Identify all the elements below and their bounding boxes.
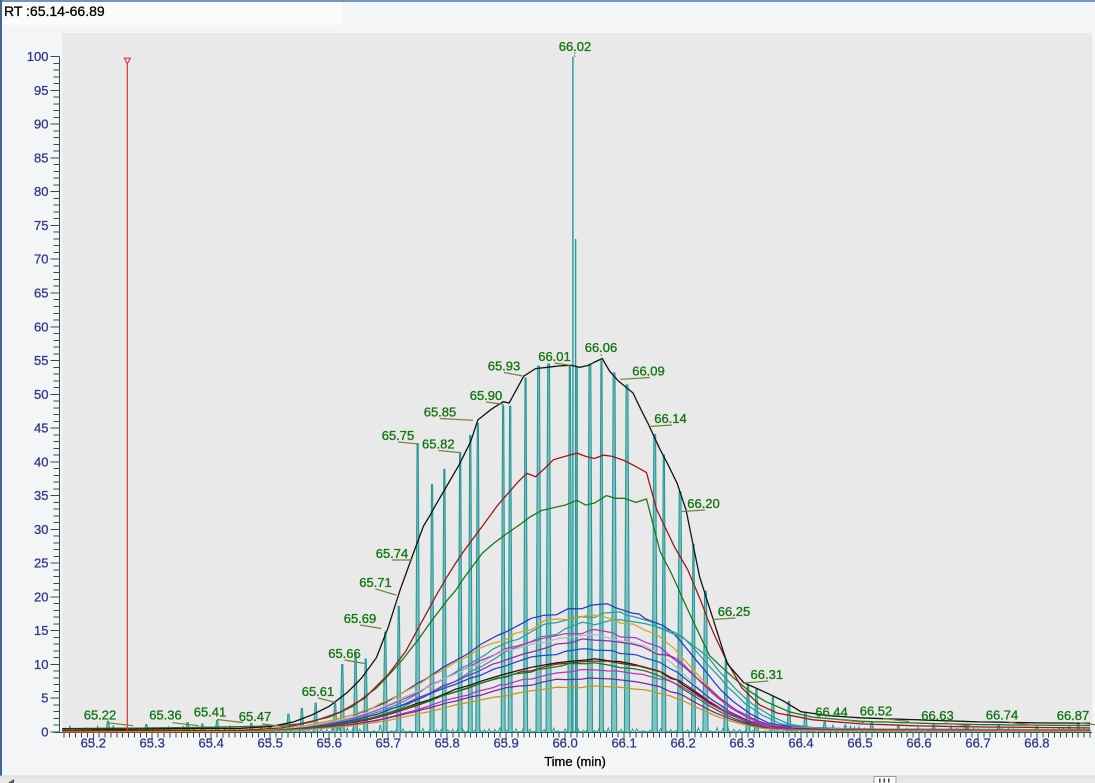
svg-text:66.14: 66.14 [654,411,687,426]
svg-text:66.74: 66.74 [986,708,1019,723]
svg-text:95: 95 [34,83,48,98]
svg-text:66.6: 66.6 [906,736,931,751]
svg-text:65.75: 65.75 [382,428,415,443]
svg-text:65.6: 65.6 [317,736,342,751]
svg-text:66.52: 66.52 [860,704,893,719]
svg-text:65.69: 65.69 [344,611,377,626]
svg-text:75: 75 [34,218,48,233]
svg-text:100: 100 [27,49,49,64]
svg-text:66.5: 66.5 [847,736,872,751]
svg-text:66.2: 66.2 [670,736,695,751]
svg-text:66.8: 66.8 [1024,736,1049,751]
svg-text:65.4: 65.4 [199,736,224,751]
svg-text:65: 65 [34,286,48,301]
svg-text:60: 60 [34,319,48,334]
svg-text:15: 15 [34,623,48,638]
svg-text:50: 50 [34,387,48,402]
svg-text:65.93: 65.93 [488,359,521,374]
svg-text:66.7: 66.7 [965,736,990,751]
svg-text:45: 45 [34,421,48,436]
svg-text:55: 55 [34,353,48,368]
svg-text:Time (min): Time (min) [544,754,606,769]
svg-text:65.47: 65.47 [239,709,272,724]
svg-text:66.87: 66.87 [1057,708,1090,723]
svg-text:66.4: 66.4 [788,736,813,751]
svg-text:65.9: 65.9 [493,736,518,751]
svg-text:RT :65.14-66.89: RT :65.14-66.89 [4,3,105,19]
svg-text:65.66: 65.66 [328,646,361,661]
svg-text:66.63: 66.63 [921,708,954,723]
svg-text:66.09: 66.09 [632,364,665,379]
svg-text:66.25: 66.25 [718,604,751,619]
svg-text:80: 80 [34,184,48,199]
svg-text:65.8: 65.8 [434,736,459,751]
svg-text:85: 85 [34,150,48,165]
svg-text:25: 25 [34,556,48,571]
svg-text:70: 70 [34,252,48,267]
svg-text:20: 20 [34,589,48,604]
svg-text:65.7: 65.7 [376,736,401,751]
svg-text:35: 35 [34,488,48,503]
svg-text:65.74: 65.74 [376,546,409,561]
svg-text:65.5: 65.5 [258,736,283,751]
svg-text:65.61: 65.61 [302,684,335,699]
svg-text:65.82: 65.82 [422,437,455,452]
svg-text:90: 90 [34,117,48,132]
svg-text:65.22: 65.22 [84,708,117,723]
svg-text:65.71: 65.71 [359,575,392,590]
svg-text:66.1: 66.1 [611,736,636,751]
svg-text:66.06: 66.06 [585,340,618,355]
svg-text:5: 5 [41,691,48,706]
svg-text:65.90: 65.90 [470,388,503,403]
svg-text:66.20: 66.20 [687,496,720,511]
svg-text:66.44: 66.44 [815,705,848,720]
svg-text:65.3: 65.3 [140,736,165,751]
svg-text:66.01: 66.01 [538,349,571,364]
svg-text:65.36: 65.36 [149,708,182,723]
svg-text:65.41: 65.41 [194,705,227,720]
svg-text:40: 40 [34,454,48,469]
svg-text:30: 30 [34,522,48,537]
svg-text:66.0: 66.0 [552,736,577,751]
svg-text:65.85: 65.85 [424,405,457,420]
svg-text:0: 0 [41,725,48,740]
svg-text:66.3: 66.3 [729,736,754,751]
svg-text:66.31: 66.31 [751,667,784,682]
svg-text:65.2: 65.2 [81,736,106,751]
svg-text:66.02: 66.02 [559,39,592,54]
svg-text:10: 10 [34,657,48,672]
